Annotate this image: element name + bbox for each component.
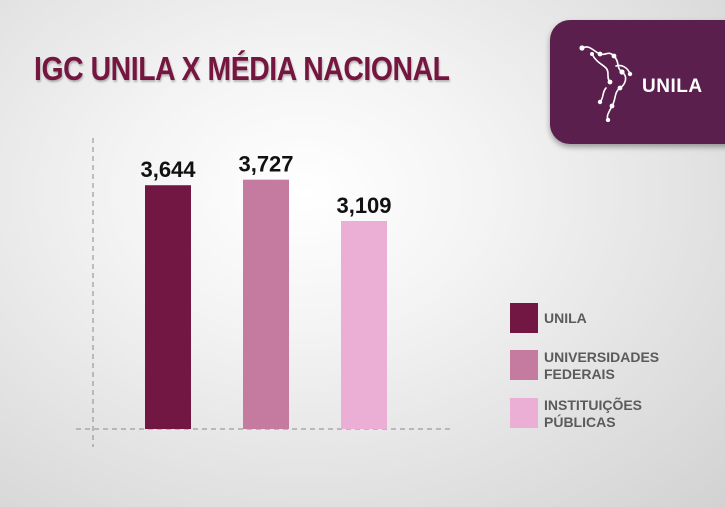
chart-title: IGC UNILA X MÉDIA NACIONAL xyxy=(34,50,450,87)
logo-wordmark: UNILA xyxy=(642,76,703,97)
value-label-1: 3,644 xyxy=(140,157,196,182)
bar-3 xyxy=(341,221,387,429)
legend-label-line: FEDERAIS xyxy=(544,366,615,382)
bar-2 xyxy=(243,179,289,429)
value-labels-group: 3,644 3,727 3,109 xyxy=(140,152,391,218)
value-label-2: 3,727 xyxy=(238,152,293,177)
legend-label-line: INSTITUIÇÕES xyxy=(544,397,643,413)
legend-label: INSTITUIÇÕES PÚBLICAS xyxy=(544,397,714,431)
legend-label: UNIVERSIDADES FEDERAIS xyxy=(544,349,714,383)
legend-label-line: PÚBLICAS xyxy=(544,414,616,430)
unila-logo: UNILA xyxy=(550,20,725,144)
value-label-3: 3,109 xyxy=(336,193,391,218)
bars-group xyxy=(145,179,387,429)
legend-swatch xyxy=(510,303,538,333)
legend-swatch xyxy=(510,350,538,380)
legend-label-line: UNIVERSIDADES xyxy=(544,349,660,365)
bar-1 xyxy=(145,185,191,429)
legend-label: UNILA xyxy=(544,310,714,327)
legend-swatch xyxy=(510,398,538,428)
unila-map-icon xyxy=(579,45,633,122)
legend-label-line: UNILA xyxy=(544,310,587,326)
